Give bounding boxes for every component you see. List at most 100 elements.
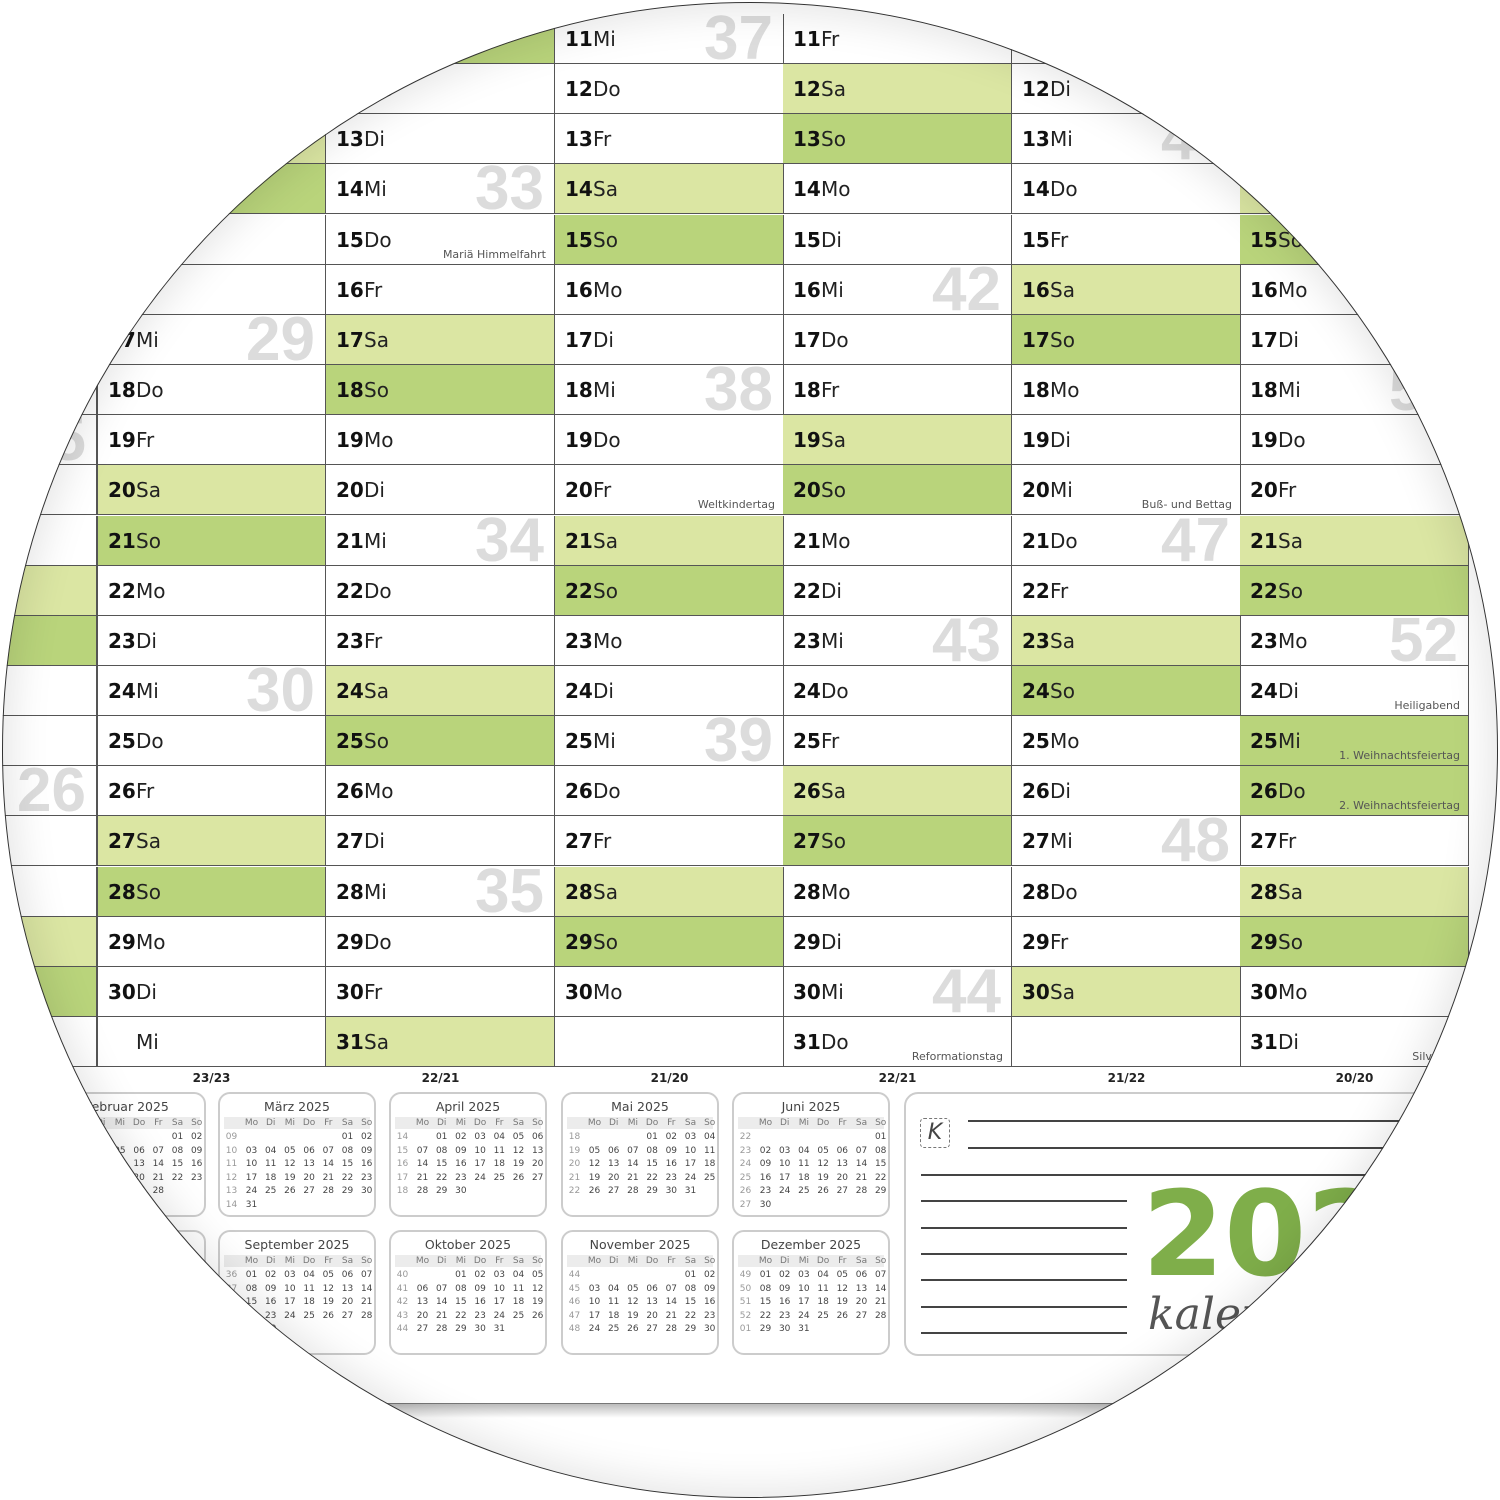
weekday: Mi <box>1050 829 1073 854</box>
mini-calendar: Oktober 2025 Mo Di Mi Do Fr Sa So 40 01 02 03 04 05 41… <box>389 1230 547 1355</box>
day-number: 04 <box>512 1270 525 1280</box>
day-number: 17 <box>336 327 364 352</box>
day-number: 01 <box>684 1270 697 1280</box>
day-number: 27 <box>108 829 136 854</box>
day-cell: 28 Do <box>1012 866 1241 917</box>
week-number: 27 <box>739 1199 752 1210</box>
day-number: 08 <box>759 1283 772 1294</box>
day-cell <box>2 1017 97 1067</box>
weekday: Sa <box>821 779 846 804</box>
weekday: So <box>821 829 846 854</box>
day-number: 21 <box>322 1172 335 1183</box>
month-column: 11 Fr 12 Sa 13 So 14 Mo 15 Di 42 16 Mi 17 Do 18 Fr 19 Sa 20… <box>783 2 1012 1067</box>
mini-calendar-title: Juni 2025 <box>781 1099 841 1114</box>
day-cell: 12 Do <box>555 64 784 115</box>
day-number: 19 <box>531 1297 544 1307</box>
weekday-label: Mi <box>627 1118 639 1128</box>
weekday: Fr <box>1050 578 1069 603</box>
day-number: 03 <box>474 1132 486 1142</box>
day-number: 15 <box>245 1297 258 1307</box>
weekday-label: Sa <box>684 1256 697 1266</box>
day-cell: 21 So <box>97 515 326 566</box>
day-cell: 23 Mo <box>555 615 784 666</box>
day-number: 16 <box>108 277 136 302</box>
day-number: 12 <box>588 1159 601 1169</box>
weekday: Di <box>1050 779 1071 804</box>
day-number: 25 <box>94 1186 107 1196</box>
holiday-label: Heiligabend <box>1394 698 1460 712</box>
weekday-header-bar <box>738 1117 884 1129</box>
day-number: 03 <box>75 1145 88 1156</box>
day-number: 23 <box>455 1172 467 1183</box>
day-number: 10 <box>684 1145 697 1156</box>
day-number: 31 <box>793 1030 821 1054</box>
weekday: Do <box>593 77 621 102</box>
day-number: 01 <box>435 1132 448 1142</box>
weekday: So <box>364 27 389 51</box>
day-cell: 25 Mo <box>1012 716 1241 767</box>
weekday: Fr <box>821 27 840 51</box>
holiday-label: Silvester <box>1412 1050 1460 1063</box>
weekday: Di <box>1278 1030 1299 1054</box>
day-cell: 13 Sa <box>97 114 326 165</box>
day-number: 28 <box>793 879 821 904</box>
day-number: 17 <box>474 1159 486 1169</box>
weekday: So <box>364 729 389 754</box>
weekday-label: Mo <box>587 1118 602 1128</box>
weekday: Mo <box>821 879 851 904</box>
week-number: 34 <box>475 505 544 575</box>
weekday-header-bar <box>224 1117 370 1129</box>
workday-ratio: 20/20 <box>1335 1071 1374 1085</box>
day-cell: 19 Mo <box>326 415 555 466</box>
day-number: 29 <box>646 1186 658 1196</box>
week-number: 23 <box>739 1145 752 1156</box>
week-number: 35 <box>475 856 544 926</box>
day-number: 14 <box>565 177 593 202</box>
day-number: 12 <box>531 1283 544 1294</box>
weekday-label: Sa <box>171 1118 184 1128</box>
day-number: 17 <box>778 1172 791 1183</box>
day-number: 18 <box>817 1297 829 1307</box>
mini-calendar-title: September 2025 <box>244 1237 350 1252</box>
day-number: 26 <box>1250 779 1278 804</box>
weekday: Mi <box>593 378 616 403</box>
day-cell: 11 Mo <box>1012 14 1241 64</box>
day-cell: 28 Sa <box>555 866 784 917</box>
day-number: 12 <box>108 77 136 102</box>
day-number: 27 <box>336 829 364 854</box>
week-number: 43 <box>396 1310 409 1321</box>
day-number: 24 <box>793 678 821 703</box>
day-number: 27 <box>855 1310 868 1321</box>
day-number: 06 <box>836 1145 849 1156</box>
day-number: 30 <box>455 1186 467 1196</box>
day-number: 08 <box>341 1145 354 1156</box>
day-number: 04 <box>798 1145 810 1156</box>
day-number: 01 <box>455 1270 467 1280</box>
day-number: 02 <box>474 1270 486 1280</box>
day-number: 28 <box>627 1186 639 1196</box>
day-cell: 20 Mi Buß- und Bettag <box>1012 465 1241 516</box>
week-number: 45 <box>568 1283 581 1294</box>
day-number: 18 <box>94 1172 107 1183</box>
week-number: 30 <box>246 655 315 725</box>
day-cell: 11 So <box>326 14 555 64</box>
day-number: 16 <box>778 1297 791 1307</box>
day-number: 16 <box>336 277 364 302</box>
weekday: So <box>821 478 846 503</box>
day-number: 16 <box>665 1159 678 1169</box>
day-cell: 20 So <box>783 465 1012 516</box>
day-number: 17 <box>75 1172 88 1183</box>
day-number: 21 <box>874 1297 887 1307</box>
weekday: Di <box>136 277 157 302</box>
day-cell: 23 Sa <box>1012 615 1241 666</box>
holiday-label: 2. Weihnachtsfeiertag <box>1339 799 1460 813</box>
weekday: Di <box>364 829 385 854</box>
day-number: 25 <box>703 1172 716 1183</box>
weekday: Di <box>821 578 842 603</box>
day-number: 21 <box>665 1310 678 1321</box>
weekday-label: Sa <box>855 1118 868 1128</box>
day-number: 08 <box>245 1283 258 1294</box>
day-cell: 28 Mo <box>783 866 1012 917</box>
day-number: 23 <box>565 628 593 653</box>
day-number: 17 <box>565 327 593 352</box>
